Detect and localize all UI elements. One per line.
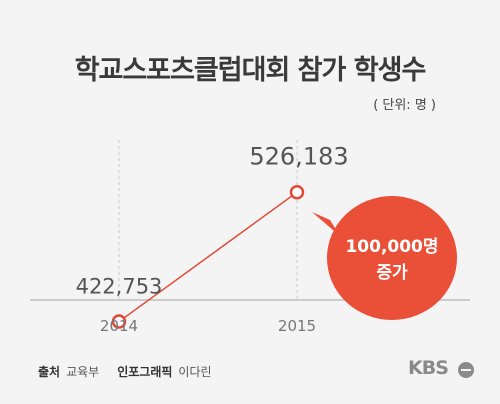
x-tick-layer: 2014 2015 [100,317,316,335]
kbs-logo-icon [458,362,474,378]
callout-line2: 증가 [376,263,408,283]
graphic-label: 인포그래픽 [117,365,173,379]
source-label: 출처 [38,365,61,379]
data-label-2014: 422,753 [76,275,163,299]
x-tick-2014: 2014 [100,317,138,335]
callout-bubble: 100,000명 증가 [312,196,457,320]
data-point-2015 [289,185,305,200]
data-label-2015: 526,183 [249,142,348,170]
footer: 출처 교육부 인포그래픽 이다린 [38,363,212,380]
callout-line1: 100,000명 [345,237,438,257]
kbs-logo: KBS [408,357,449,379]
series-line [118,191,298,323]
x-tick-2015: 2015 [278,317,316,335]
callout-ellipse [327,196,457,320]
callout-tail [312,212,340,236]
source-value: 교육부 [66,365,100,379]
chart-title: 학교스포츠클럽대회 참가 학생수 [74,55,427,86]
series-layer: 422,753 526,183 [76,142,349,329]
data-point-2014 [111,314,127,329]
graphic-value: 이다린 [178,365,212,379]
unit-note: ( 단위: 명 ) [373,98,436,113]
